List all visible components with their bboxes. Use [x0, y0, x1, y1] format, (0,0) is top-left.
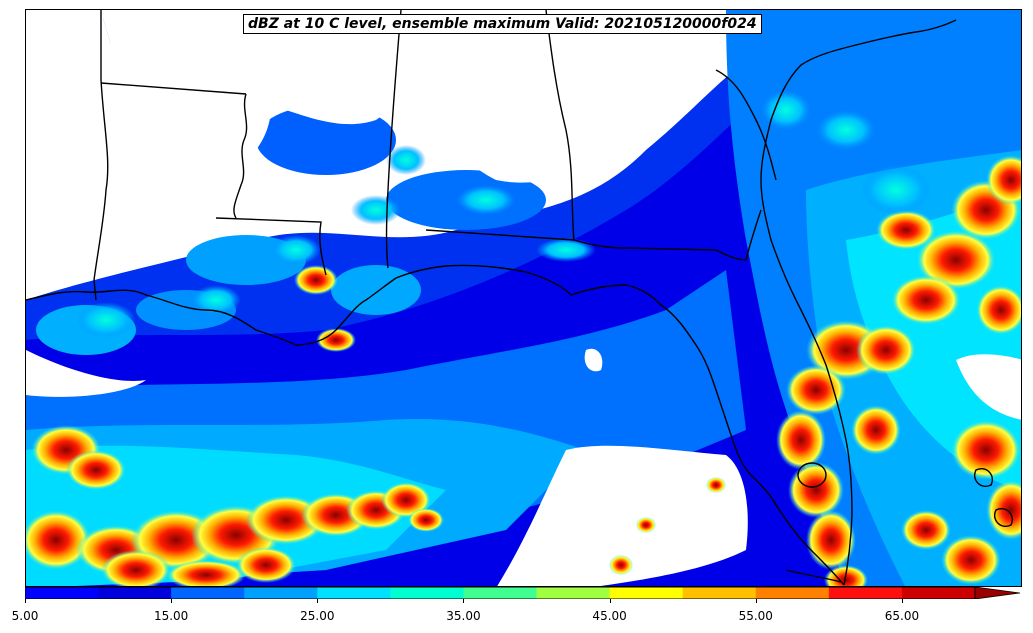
colorbar-tick-mark [317, 599, 319, 603]
colorbar-segment [463, 587, 538, 599]
colorbar-segment [317, 587, 391, 599]
colorbar-tick-label: 45.00 [592, 609, 627, 623]
colorbar-tick-mark [25, 599, 26, 603]
colorbar-segment [901, 587, 976, 599]
colorbar-extend-arrow [974, 587, 1021, 599]
colorbar-segment [98, 587, 172, 599]
colorbar-tick-mark [755, 599, 757, 603]
colorbar-segment [244, 587, 318, 599]
reflectivity-map [26, 10, 1021, 586]
boundary-lines [26, 10, 1013, 586]
colorbar-tick-label: 55.00 [738, 609, 773, 623]
colorbar-outline [25, 587, 976, 599]
convective-cells [26, 90, 1021, 586]
colorbar-segment [171, 587, 245, 599]
colorbar-segment [536, 587, 611, 599]
colorbar-tick-mark [171, 599, 173, 603]
map-title: dBZ at 10 C level, ensemble maximum Vali… [243, 14, 762, 34]
colorbar-segment [682, 587, 757, 599]
colorbar-tick-mark [609, 599, 611, 603]
colorbar-tick-mark [463, 599, 465, 603]
colorbar-segment [25, 587, 99, 599]
colorbar-tick-label: 5.00 [11, 609, 39, 623]
colorbar-segment [828, 587, 903, 599]
colorbar-tick-label: 65.00 [884, 609, 920, 623]
colorbar-segment [390, 587, 464, 599]
colorbar-segment [755, 587, 830, 599]
colorbar-tick-mark [901, 599, 903, 603]
map-panel [25, 9, 1022, 587]
colorbar-tick-label: 15.00 [153, 609, 189, 623]
colorbar [25, 587, 1021, 599]
colorbar-tick-label: 35.00 [446, 609, 481, 623]
colorbar-tick-label: 25.00 [300, 609, 335, 623]
colorbar-segment [609, 587, 684, 599]
reflectivity-field [26, 10, 1021, 586]
